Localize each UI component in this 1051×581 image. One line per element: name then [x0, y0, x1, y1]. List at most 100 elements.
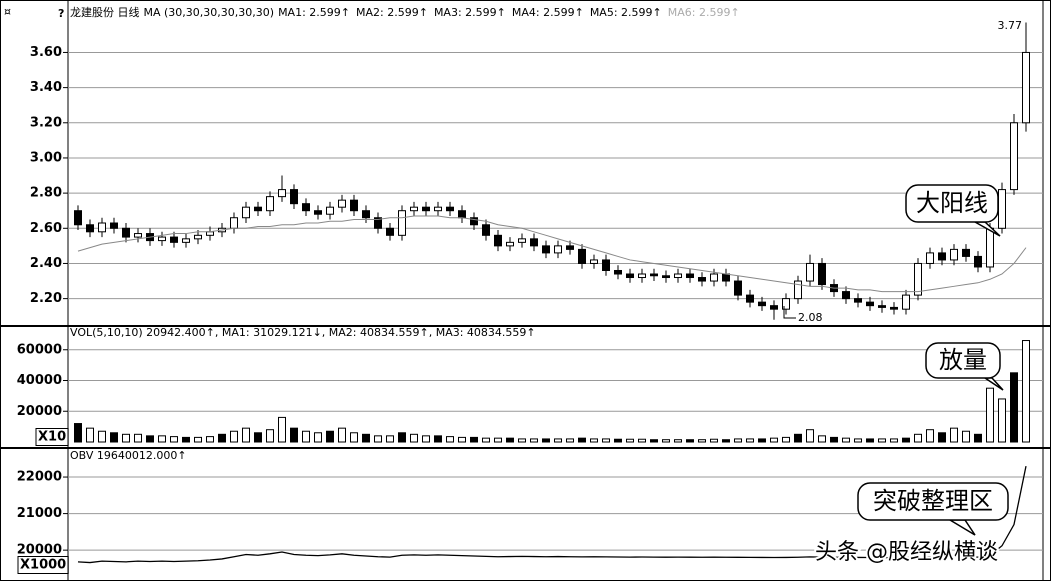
volume-bar	[578, 437, 586, 443]
candle-body	[662, 275, 670, 279]
candle-body	[902, 294, 910, 310]
candle-body	[854, 298, 862, 303]
candle-body	[566, 245, 574, 250]
candle-body	[962, 248, 970, 257]
candle-body	[266, 196, 274, 212]
candle-body	[770, 305, 778, 310]
volume-bar	[506, 437, 514, 443]
volume-bar	[158, 435, 166, 443]
candle-body	[734, 280, 742, 296]
candle-body	[86, 224, 94, 233]
volume-bar	[686, 439, 694, 443]
volume-bar	[974, 433, 982, 443]
volume-bar	[350, 432, 358, 443]
indicator: MA3: 2.599↑	[434, 6, 506, 19]
volume-bar	[326, 430, 334, 443]
candle-body	[710, 273, 718, 282]
volume-bar	[398, 432, 406, 443]
candle-body	[362, 210, 370, 219]
candle-body	[458, 210, 466, 219]
candle-body	[350, 199, 358, 212]
candle-body	[758, 301, 766, 307]
volume-bar	[1022, 340, 1030, 443]
candle-body	[158, 236, 166, 242]
volume-bar	[662, 439, 670, 443]
candle-body	[290, 189, 298, 205]
indicator: MA (30,30,30,30,30,30)	[144, 6, 275, 19]
candle-body	[470, 217, 478, 226]
volume-bar	[374, 435, 382, 443]
candle-body	[518, 238, 526, 243]
callout-label: 放量	[939, 346, 987, 374]
volume-bar	[782, 436, 790, 443]
candle-body	[446, 206, 454, 212]
volume-bar	[698, 439, 706, 443]
volume-bar	[794, 433, 802, 443]
candle-body	[314, 210, 322, 215]
candle-body	[98, 222, 106, 233]
indicator: MA2: 2.599↑	[356, 6, 428, 19]
volume-bar	[242, 427, 250, 443]
volume-bar	[842, 437, 850, 443]
volume-bar	[650, 439, 658, 443]
volume-bar	[554, 438, 562, 443]
volume-bar	[986, 387, 994, 443]
candle-body	[698, 277, 706, 282]
volume-bar	[626, 438, 634, 443]
candle-body	[434, 206, 442, 212]
candle-body	[914, 262, 922, 296]
candle-body	[590, 259, 598, 264]
candle-body	[182, 238, 190, 243]
annotation: 3.77	[998, 19, 1023, 32]
volume-bar	[182, 436, 190, 443]
candle-body	[782, 298, 790, 310]
annotation: 2.08	[798, 311, 823, 324]
candle-body	[554, 245, 562, 254]
volume-bar	[170, 436, 178, 443]
volume-bar	[566, 438, 574, 443]
volume-bar	[950, 427, 958, 443]
candle-body	[1022, 51, 1030, 124]
indicator: MA1: 2.599↑	[278, 6, 350, 19]
volume-bar	[878, 438, 886, 443]
volume-bar	[362, 433, 370, 443]
corner-mark: ?	[58, 7, 64, 20]
volume-bar	[422, 435, 430, 443]
volume-bar	[914, 433, 922, 443]
candle-body	[122, 227, 130, 238]
candle-body	[794, 280, 802, 300]
candle-body	[398, 210, 406, 236]
volume-bar	[266, 429, 274, 443]
volume-bar	[734, 438, 742, 443]
y-tick-label: 2.20	[30, 291, 62, 306]
y-tick-label: 3.60	[30, 45, 62, 60]
candle-body	[326, 206, 334, 215]
callout-box	[905, 184, 999, 223]
candle-body	[818, 262, 826, 286]
volume-bar	[206, 436, 214, 443]
volume-bar	[998, 398, 1006, 443]
indicator: MA6: 2.599↑	[668, 6, 740, 19]
candle-body	[974, 255, 982, 268]
candle-body	[110, 222, 118, 229]
candle-body	[422, 206, 430, 212]
volume-bar	[98, 430, 106, 443]
volume-bar	[710, 438, 718, 443]
volume-bar	[410, 433, 418, 443]
volume-bar	[830, 436, 838, 443]
y-tick-label: 40000	[17, 373, 62, 388]
y-tick-label: 21000	[17, 506, 62, 521]
candle-body	[506, 241, 514, 247]
callout-label: 大阳线	[916, 189, 988, 217]
callout-label: 突破整理区	[873, 487, 993, 515]
candle-body	[302, 203, 310, 212]
volume-bar	[962, 430, 970, 443]
candle-body	[746, 294, 754, 303]
volume-bar	[866, 438, 874, 443]
volume-bar	[818, 435, 826, 443]
volume-bar	[446, 436, 454, 443]
y-tick-label: 20000	[17, 404, 62, 419]
volume-bar	[314, 432, 322, 443]
candle-body	[842, 291, 850, 300]
volume-bar	[602, 438, 610, 443]
